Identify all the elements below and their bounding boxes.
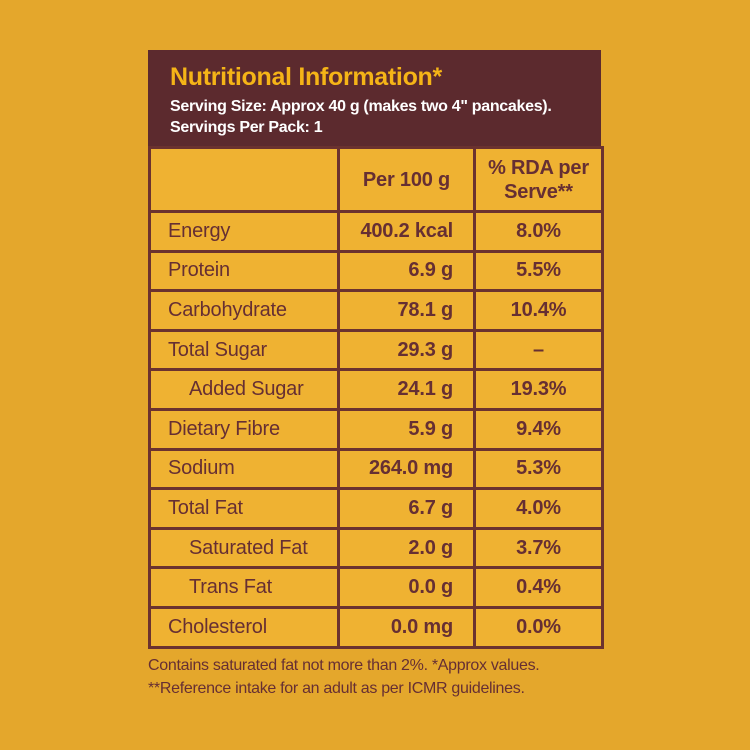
nutrient-label: Carbohydrate	[148, 289, 340, 332]
rda-value: 5.3%	[473, 447, 604, 491]
rda-value: –	[473, 328, 604, 372]
table-header-row: Per 100 g % RDA per Serve**	[148, 146, 604, 213]
table-row-sodium: Sodium 264.0 mg 5.3%	[148, 447, 604, 491]
nutrient-label: Trans Fat	[148, 566, 340, 609]
nutrition-table: Per 100 g % RDA per Serve** Energy 400.2…	[148, 146, 604, 649]
per-100g-value: 24.1 g	[337, 368, 476, 411]
nutrient-label: Dietary Fibre	[148, 407, 340, 451]
nutrient-label: Added Sugar	[148, 368, 340, 411]
table-row-protein: Protein 6.9 g 5.5%	[148, 249, 604, 293]
table-row-trans-fat: Trans Fat 0.0 g 0.4%	[148, 566, 604, 609]
nutrient-column-header	[148, 146, 340, 213]
per-100g-value: 6.7 g	[337, 487, 476, 530]
table-row-added-sugar: Added Sugar 24.1 g 19.3%	[148, 368, 604, 411]
serving-size-text: Serving Size: Approx 40 g (makes two 4" …	[170, 98, 552, 115]
per-100g-value: 0.0 mg	[337, 605, 476, 649]
per-100g-value: 264.0 mg	[337, 447, 476, 491]
table-row-cholesterol: Cholesterol 0.0 mg 0.0%	[148, 605, 604, 649]
table-row-dietary-fibre: Dietary Fibre 5.9 g 9.4%	[148, 407, 604, 451]
nutrition-header-panel: Nutritional Information* Serving Size: A…	[148, 50, 601, 148]
rda-column-header: % RDA per Serve**	[473, 146, 604, 213]
rda-value: 0.0%	[473, 605, 604, 649]
table-row-carbohydrate: Carbohydrate 78.1 g 10.4%	[148, 289, 604, 332]
table-row-saturated-fat: Saturated Fat 2.0 g 3.7%	[148, 526, 604, 570]
per-100g-value: 29.3 g	[337, 328, 476, 372]
rda-value: 3.7%	[473, 526, 604, 570]
nutrient-label: Energy	[148, 210, 340, 253]
rda-value: 19.3%	[473, 368, 604, 411]
per-100g-value: 6.9 g	[337, 249, 476, 293]
rda-value: 5.5%	[473, 249, 604, 293]
table-row-total-fat: Total Fat 6.7 g 4.0%	[148, 487, 604, 530]
rda-value: 4.0%	[473, 487, 604, 530]
per-100g-value: 2.0 g	[337, 526, 476, 570]
rda-value: 10.4%	[473, 289, 604, 332]
nutrition-title: Nutritional Information*	[170, 63, 442, 91]
nutrient-label: Sodium	[148, 447, 340, 491]
nutrient-label: Protein	[148, 249, 340, 293]
footnotes: Contains saturated fat not more than 2%.…	[148, 654, 628, 700]
per-100g-value: 0.0 g	[337, 566, 476, 609]
nutrient-label: Cholesterol	[148, 605, 340, 649]
per-100g-value: 5.9 g	[337, 407, 476, 451]
rda-value: 8.0%	[473, 210, 604, 253]
rda-value: 9.4%	[473, 407, 604, 451]
per-100g-column-header: Per 100 g	[337, 146, 476, 213]
footnote-line-1: Contains saturated fat not more than 2%.…	[148, 657, 540, 674]
table-row-total-sugar: Total Sugar 29.3 g –	[148, 328, 604, 372]
per-100g-value: 400.2 kcal	[337, 210, 476, 253]
rda-value: 0.4%	[473, 566, 604, 609]
nutrient-label: Saturated Fat	[148, 526, 340, 570]
footnote-line-2: **Reference intake for an adult as per I…	[148, 680, 525, 697]
nutrient-label: Total Sugar	[148, 328, 340, 372]
servings-per-pack-text: Servings Per Pack: 1	[170, 119, 323, 136]
per-100g-value: 78.1 g	[337, 289, 476, 332]
nutrient-label: Total Fat	[148, 487, 340, 530]
table-row-energy: Energy 400.2 kcal 8.0%	[148, 210, 604, 253]
